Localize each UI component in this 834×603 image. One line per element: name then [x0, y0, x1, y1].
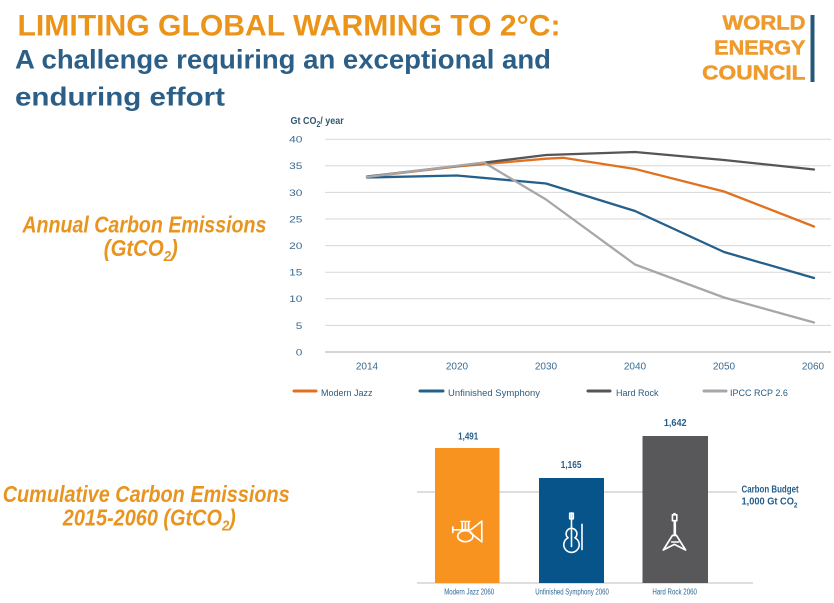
- svg-text:Carbon Budget: Carbon Budget: [742, 485, 800, 496]
- svg-text:2040: 2040: [624, 361, 647, 372]
- svg-text:Gt CO2/ year: Gt CO2/ year: [291, 115, 344, 129]
- svg-text:A challenge requiring an excep: A challenge requiring an exceptional and: [15, 45, 551, 75]
- svg-text:1,642: 1,642: [664, 418, 687, 429]
- svg-text:Unfinished Symphony 2060: Unfinished Symphony 2060: [535, 587, 609, 596]
- svg-text:WORLD: WORLD: [723, 13, 806, 35]
- svg-text:10: 10: [289, 294, 302, 305]
- svg-text:enduring effort: enduring effort: [15, 82, 225, 112]
- svg-text:COUNCIL: COUNCIL: [702, 63, 805, 85]
- svg-text:(GtCO2): (GtCO2): [104, 235, 178, 265]
- svg-text:ENERGY: ENERGY: [714, 38, 806, 60]
- svg-text:15: 15: [289, 268, 302, 279]
- svg-text:1,165: 1,165: [561, 460, 582, 471]
- svg-text:40: 40: [289, 135, 302, 146]
- svg-text:Hard Rock: Hard Rock: [616, 388, 659, 398]
- svg-text:5: 5: [296, 321, 303, 332]
- svg-text:Hard Rock 2060: Hard Rock 2060: [652, 587, 697, 596]
- svg-text:2060: 2060: [802, 361, 825, 372]
- svg-text:IPCC RCP 2.6: IPCC RCP 2.6: [730, 388, 788, 398]
- svg-text:2030: 2030: [535, 361, 558, 372]
- svg-text:Cumulative Carbon Emissions: Cumulative Carbon Emissions: [3, 481, 290, 507]
- svg-text:1,000 Gt CO2: 1,000 Gt CO2: [742, 497, 798, 510]
- svg-text:2014: 2014: [356, 361, 379, 372]
- svg-text:0: 0: [296, 347, 303, 358]
- svg-text:Modern Jazz 2060: Modern Jazz 2060: [444, 587, 494, 596]
- svg-text:35: 35: [289, 161, 302, 172]
- svg-text:Unfinished Symphony: Unfinished Symphony: [448, 388, 541, 398]
- svg-text:LIMITING GLOBAL WARMING TO 2°C: LIMITING GLOBAL WARMING TO 2°C:: [18, 10, 561, 43]
- svg-text:Modern Jazz: Modern Jazz: [321, 388, 373, 398]
- svg-text:Annual Carbon Emissions: Annual Carbon Emissions: [22, 212, 267, 238]
- svg-text:2050: 2050: [713, 361, 736, 372]
- svg-text:2020: 2020: [446, 361, 469, 372]
- svg-text:20: 20: [289, 241, 302, 252]
- svg-text:2015-2060 (GtCO2): 2015-2060 (GtCO2): [62, 505, 236, 535]
- svg-text:25: 25: [289, 214, 302, 225]
- svg-text:1,491: 1,491: [458, 432, 478, 443]
- svg-text:30: 30: [289, 188, 302, 199]
